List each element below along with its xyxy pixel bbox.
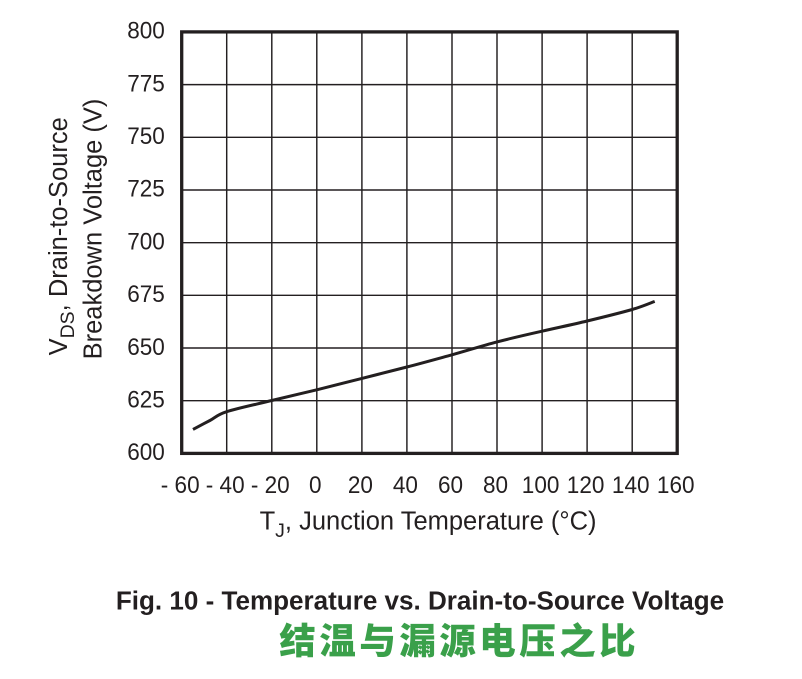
svg-text:600: 600 xyxy=(127,438,165,465)
svg-text:625: 625 xyxy=(127,386,165,413)
svg-text:60: 60 xyxy=(438,471,463,498)
svg-text:0: 0 xyxy=(309,471,322,498)
svg-text:80: 80 xyxy=(483,471,508,498)
svg-text:160: 160 xyxy=(657,471,695,498)
svg-text:Fig. 10 - Temperature vs. Drai: Fig. 10 - Temperature vs. Drain-to-Sourc… xyxy=(116,588,724,616)
svg-text:725: 725 xyxy=(127,175,165,202)
svg-text:Breakdown Voltage (V): Breakdown Voltage (V) xyxy=(79,99,107,360)
svg-text:20: 20 xyxy=(348,471,373,498)
svg-text:650: 650 xyxy=(127,333,165,360)
svg-text:700: 700 xyxy=(127,228,165,255)
svg-text:675: 675 xyxy=(127,280,165,307)
svg-text:750: 750 xyxy=(127,122,165,149)
svg-text:800: 800 xyxy=(127,17,165,44)
svg-text:40: 40 xyxy=(393,471,418,498)
svg-text:100: 100 xyxy=(522,471,560,498)
svg-text:- 60: - 60 xyxy=(161,471,200,498)
svg-text:140: 140 xyxy=(612,471,650,498)
svg-text:120: 120 xyxy=(567,471,605,498)
svg-text:775: 775 xyxy=(127,69,165,96)
svg-text:- 40: - 40 xyxy=(206,471,245,498)
svg-text:- 20: - 20 xyxy=(251,471,290,498)
